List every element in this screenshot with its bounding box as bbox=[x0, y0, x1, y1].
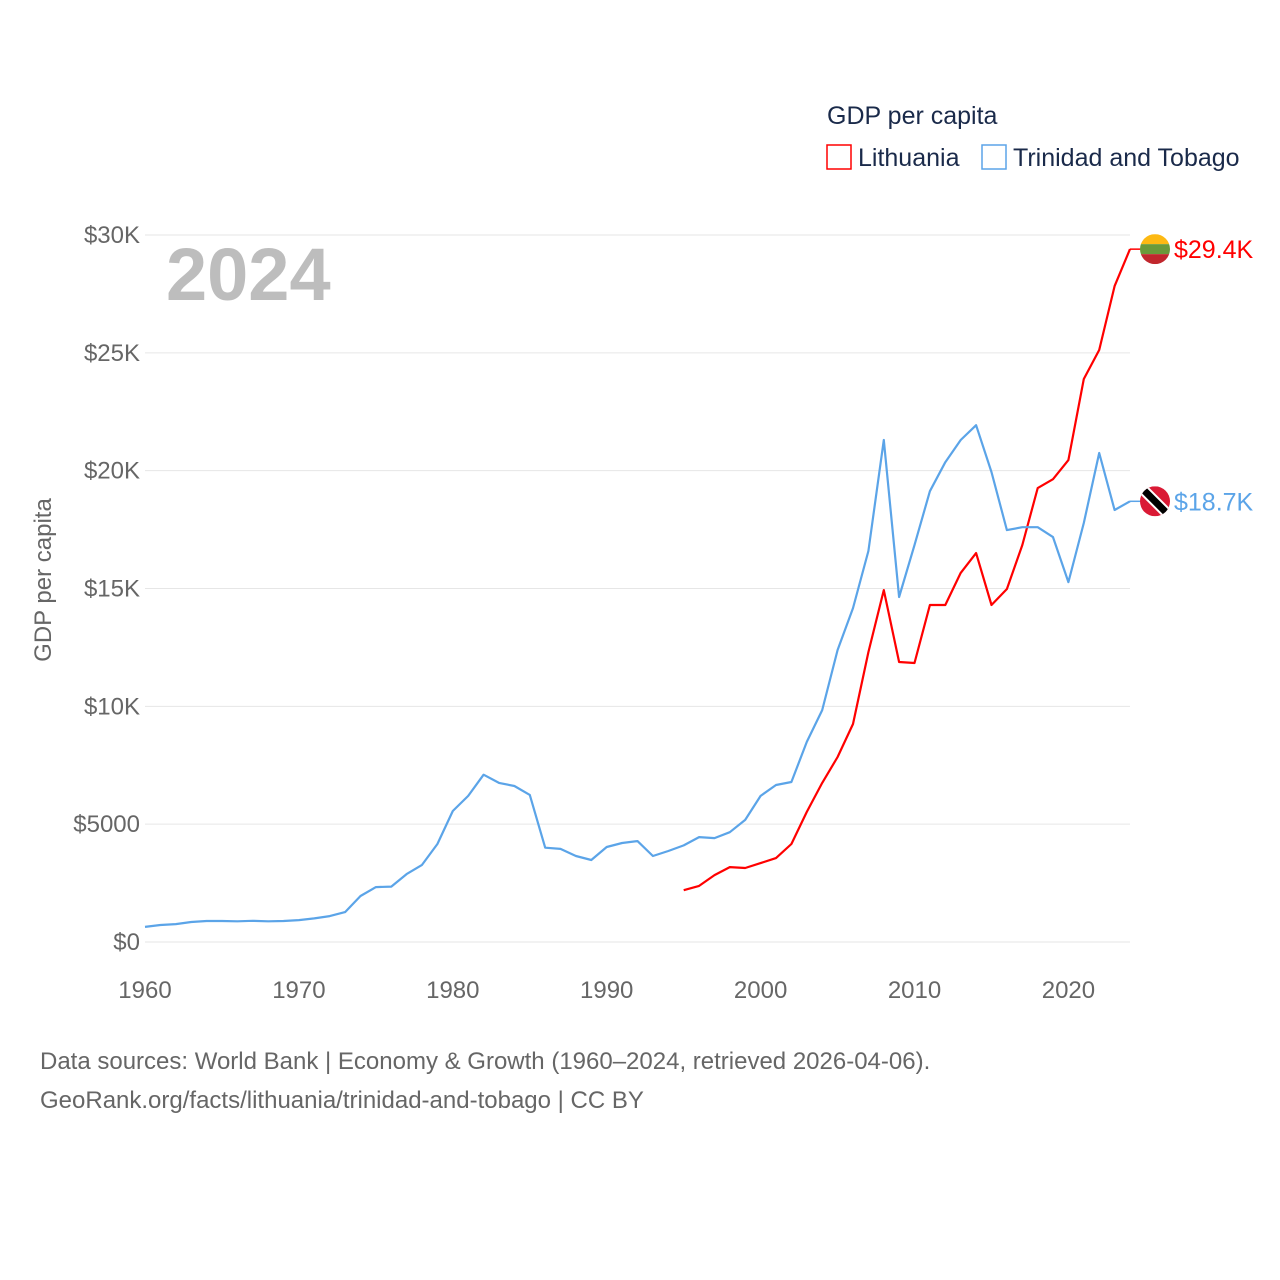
y-tick-label: $25K bbox=[84, 340, 140, 367]
x-tick-label: 2000 bbox=[734, 977, 787, 1004]
legend-title: GDP per capita bbox=[827, 102, 998, 130]
end-labels: $29.4K $18.7K bbox=[1130, 234, 1254, 517]
end-value-label: $29.4K bbox=[1174, 236, 1254, 264]
y-axis-label: GDP per capita bbox=[30, 498, 57, 662]
y-tick-label: $10K bbox=[84, 693, 140, 720]
y-tick-label: $15K bbox=[84, 576, 140, 603]
series-lines bbox=[144, 248, 1132, 928]
series-line-lithuania bbox=[683, 248, 1132, 892]
end-value-label: $18.7K bbox=[1174, 488, 1254, 516]
legend-label-lithuania[interactable]: Lithuania bbox=[858, 144, 960, 172]
lithuania-flag-icon bbox=[1140, 234, 1170, 265]
x-tick-label: 2010 bbox=[888, 977, 941, 1004]
y-tick-label: $0 bbox=[113, 929, 140, 956]
series-line-trinidad-and-tobago bbox=[144, 424, 1131, 928]
x-tick-label: 2020 bbox=[1042, 977, 1095, 1004]
y-tick-label: $20K bbox=[84, 458, 140, 485]
x-axis: 1960 1970 1980 1990 2000 2010 2020 bbox=[118, 977, 1095, 1004]
footer-sources: Data sources: World Bank | Economy & Gro… bbox=[40, 1048, 931, 1075]
legend: GDP per capita Lithuania Trinidad and To… bbox=[826, 102, 1240, 172]
legend-label-trinidad[interactable]: Trinidad and Tobago bbox=[1013, 144, 1240, 172]
trinidad-and-tobago-flag-icon bbox=[1140, 486, 1170, 517]
y-tick-label: $30K bbox=[84, 222, 140, 249]
x-tick-label: 1990 bbox=[580, 977, 633, 1004]
x-tick-label: 1980 bbox=[426, 977, 479, 1004]
x-tick-label: 1960 bbox=[118, 977, 171, 1004]
legend-swatch-lithuania bbox=[826, 144, 852, 170]
footer-link[interactable]: GeoRank.org/facts/lithuania/trinidad-and… bbox=[40, 1087, 644, 1114]
legend-swatch-trinidad bbox=[981, 144, 1007, 170]
y-tick-label: $5000 bbox=[73, 811, 140, 838]
year-label: 2024 bbox=[166, 233, 331, 316]
footer: Data sources: World Bank | Economy & Gro… bbox=[40, 1042, 930, 1120]
x-tick-label: 1970 bbox=[272, 977, 325, 1004]
y-axis: $0 $5000 $10K $15K $20K $25K $30K bbox=[73, 222, 140, 956]
grid bbox=[145, 234, 1130, 943]
